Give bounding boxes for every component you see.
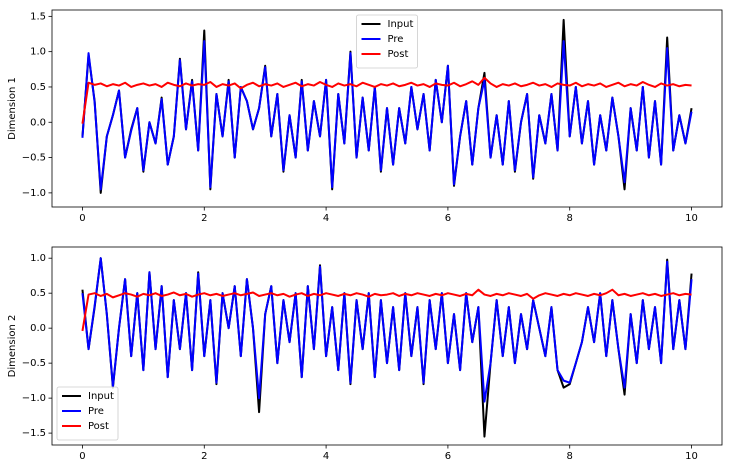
plot-area bbox=[52, 247, 722, 445]
axes: 0 2 4 6 8 10 −1.5 −1.0 −0.5 0.0 0.5 1.0 Dimension 2 I… bbox=[7, 246, 723, 462]
y-axis-label: Dimension 2 bbox=[7, 315, 18, 378]
x-tick-label: 6 bbox=[445, 213, 451, 224]
axes-frame bbox=[51, 246, 723, 446]
y-tick-label: −1.5 bbox=[22, 428, 46, 439]
x-tick-label: 2 bbox=[201, 451, 207, 462]
legend-label: Input bbox=[88, 391, 114, 402]
y-tick-label: 1.0 bbox=[30, 47, 46, 58]
x-tick-label: 8 bbox=[567, 213, 573, 224]
legend-label: Post bbox=[388, 49, 409, 60]
legend-label: Pre bbox=[388, 34, 404, 45]
data-line bbox=[81, 288, 692, 332]
x-tick-label: 0 bbox=[79, 451, 85, 462]
axes-frame bbox=[51, 9, 723, 208]
x-tick-label: 10 bbox=[685, 213, 698, 224]
y-tick-label: −0.5 bbox=[22, 153, 46, 164]
y-axis-label: Dimension 1 bbox=[7, 77, 18, 140]
legend-label: Pre bbox=[88, 406, 104, 417]
y-tick-label: 0.5 bbox=[30, 288, 46, 299]
x-tick-label: 8 bbox=[567, 451, 573, 462]
data-line bbox=[81, 40, 693, 191]
legend-label: Input bbox=[388, 19, 414, 30]
y-tick-label: 0.0 bbox=[30, 117, 46, 128]
x-tick-label: 4 bbox=[323, 451, 329, 462]
x-tick-label: 6 bbox=[445, 451, 451, 462]
legend-label: Post bbox=[88, 421, 109, 432]
x-tick-label: 4 bbox=[323, 213, 329, 224]
y-tick-label: 1.5 bbox=[30, 11, 46, 22]
y-tick-label: 1.0 bbox=[30, 253, 46, 264]
x-tick-label: 10 bbox=[685, 451, 698, 462]
y-tick-label: −0.5 bbox=[22, 358, 46, 369]
data-line bbox=[81, 76, 692, 124]
x-tick-label: 2 bbox=[201, 213, 207, 224]
legend: Input Pre Post bbox=[56, 386, 119, 441]
y-tick-label: −1.0 bbox=[22, 393, 46, 404]
axes: 0 2 4 6 8 10 −1.0 −0.5 0.0 0.5 1.0 1.5 Dimension 1 In… bbox=[7, 9, 723, 224]
y-tick-label: −1.0 bbox=[22, 188, 46, 199]
x-tick-label: 0 bbox=[79, 213, 85, 224]
y-tick-label: 0.5 bbox=[30, 82, 46, 93]
y-tick-label: 0.0 bbox=[30, 323, 46, 334]
legend: Input Pre Post bbox=[356, 14, 418, 69]
data-line bbox=[81, 257, 693, 403]
